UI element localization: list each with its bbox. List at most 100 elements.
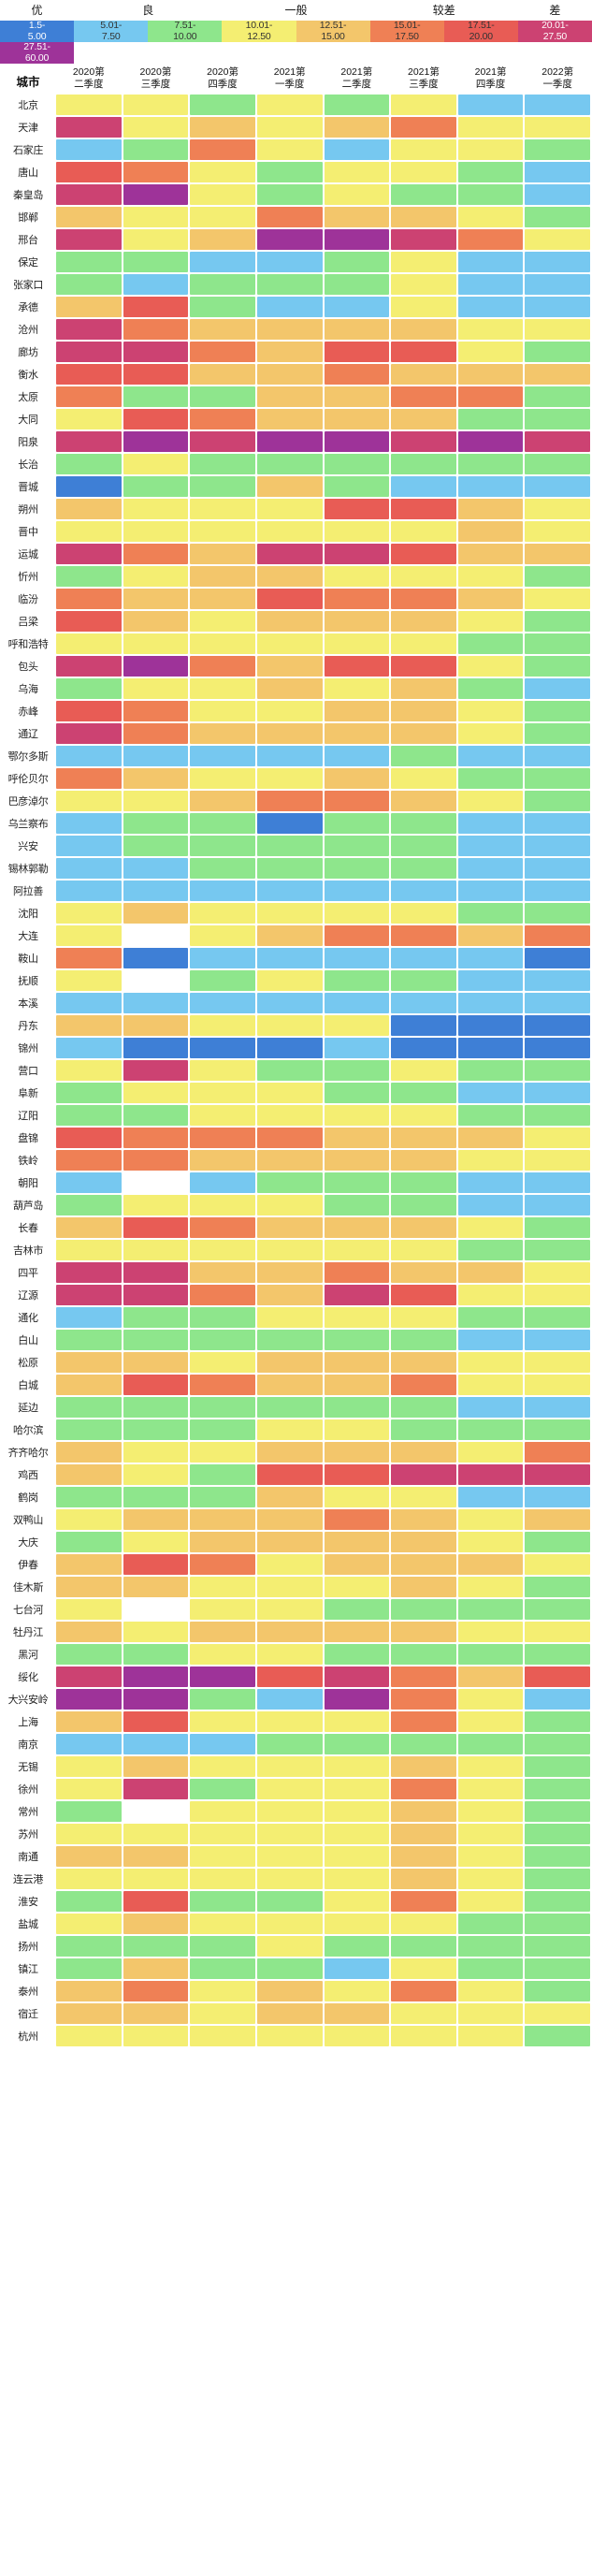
heat-cell[interactable] [56,970,122,991]
heat-cell[interactable] [256,1936,323,1957]
heat-cell[interactable] [391,252,456,272]
heat-cell[interactable] [457,1419,524,1440]
heat-cell[interactable] [525,1375,590,1395]
heat-cell[interactable] [391,2003,456,2024]
heat-cell[interactable] [56,1779,122,1799]
heat-cell[interactable] [256,364,323,385]
heat-cell[interactable] [256,656,323,677]
heat-cell[interactable] [391,476,456,497]
heat-cell[interactable] [256,903,323,924]
heat-cell[interactable] [256,184,323,205]
heat-cell[interactable] [123,499,189,519]
heat-cell[interactable] [190,1172,255,1193]
heat-cell[interactable] [324,1217,390,1238]
heat-cell[interactable] [123,1846,189,1867]
heat-cell[interactable] [324,319,390,340]
heat-cell[interactable] [391,1083,456,1103]
heat-cell[interactable] [190,1689,255,1710]
heat-cell[interactable] [190,1599,255,1620]
heat-cell[interactable] [391,768,456,789]
heat-cell[interactable] [324,1195,390,1215]
heat-cell[interactable] [457,409,524,429]
heat-cell[interactable] [457,229,524,250]
heat-cell[interactable] [457,544,524,564]
heat-cell[interactable] [123,678,189,699]
heat-cell[interactable] [56,1262,122,1283]
heat-cell[interactable] [525,836,590,856]
heat-cell[interactable] [457,139,524,160]
heat-cell[interactable] [324,431,390,452]
heat-cell[interactable] [56,1958,122,1979]
heat-cell[interactable] [256,229,323,250]
heat-cell[interactable] [190,1869,255,1889]
heat-cell[interactable] [391,1689,456,1710]
heat-cell[interactable] [256,1981,323,2001]
heat-cell[interactable] [190,611,255,632]
heat-cell[interactable] [56,813,122,834]
heat-cell[interactable] [256,1015,323,1036]
heat-cell[interactable] [56,1622,122,1642]
heat-cell[interactable] [256,566,323,587]
heat-cell[interactable] [324,409,390,429]
heat-cell[interactable] [256,1824,323,1844]
heat-cell[interactable] [525,1487,590,1507]
heat-cell[interactable] [123,1195,189,1215]
heat-cell[interactable] [123,993,189,1013]
heat-cell[interactable] [525,1330,590,1350]
heat-cell[interactable] [190,2026,255,2046]
heat-cell[interactable] [56,1105,122,1126]
heat-cell[interactable] [525,948,590,968]
heat-cell[interactable] [56,1846,122,1867]
heat-cell[interactable] [324,1756,390,1777]
heat-cell[interactable] [391,1352,456,1373]
heat-cell[interactable] [324,207,390,227]
heat-cell[interactable] [457,274,524,295]
heat-cell[interactable] [391,297,456,317]
heat-cell[interactable] [56,2003,122,2024]
heat-cell[interactable] [391,1487,456,1507]
heat-cell[interactable] [324,633,390,654]
heat-cell[interactable] [324,1869,390,1889]
heat-cell[interactable] [324,1981,390,2001]
heat-cell[interactable] [457,162,524,182]
heat-cell[interactable] [525,1240,590,1260]
heat-cell[interactable] [190,1509,255,1530]
heat-cell[interactable] [457,1060,524,1081]
heat-cell[interactable] [457,1464,524,1485]
heat-cell[interactable] [457,970,524,991]
heat-cell[interactable] [190,1352,255,1373]
heat-cell[interactable] [123,1375,189,1395]
heat-cell[interactable] [123,252,189,272]
heat-cell[interactable] [324,1083,390,1103]
heat-cell[interactable] [525,880,590,901]
heat-cell[interactable] [190,1330,255,1350]
heat-cell[interactable] [56,1487,122,1507]
heat-cell[interactable] [324,678,390,699]
heat-cell[interactable] [457,1981,524,2001]
heat-cell[interactable] [457,386,524,407]
heat-cell[interactable] [190,1756,255,1777]
heat-cell[interactable] [190,229,255,250]
heat-cell[interactable] [190,1150,255,1171]
heat-cell[interactable] [190,431,255,452]
heat-cell[interactable] [324,1824,390,1844]
heat-cell[interactable] [190,678,255,699]
heat-cell[interactable] [324,858,390,879]
heat-cell[interactable] [457,589,524,609]
heat-cell[interactable] [324,1711,390,1732]
heat-cell[interactable] [190,656,255,677]
heat-cell[interactable] [525,1734,590,1754]
heat-cell[interactable] [324,1936,390,1957]
heat-cell[interactable] [391,1981,456,2001]
heat-cell[interactable] [123,1779,189,1799]
heat-cell[interactable] [123,1038,189,1058]
heat-cell[interactable] [256,880,323,901]
heat-cell[interactable] [525,1262,590,1283]
heat-cell[interactable] [190,1554,255,1575]
heat-cell[interactable] [391,723,456,744]
heat-cell[interactable] [525,117,590,138]
heat-cell[interactable] [256,768,323,789]
heat-cell[interactable] [190,386,255,407]
heat-cell[interactable] [56,993,122,1013]
heat-cell[interactable] [123,791,189,811]
